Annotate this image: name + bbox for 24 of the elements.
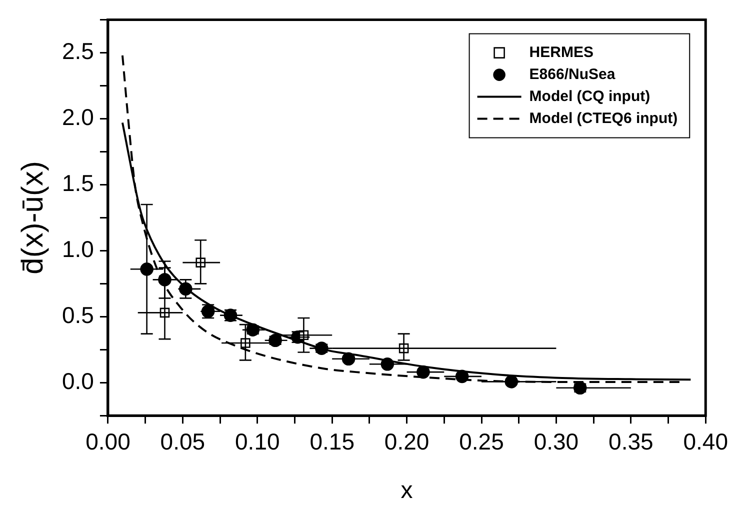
y-tick-label: 1.5 [62, 170, 94, 196]
point [455, 370, 469, 384]
y-tick-label: 1.0 [62, 236, 94, 262]
point [573, 381, 587, 395]
legend-label: Model (CTEQ6 input) [529, 110, 678, 127]
y-axis-title: d̄(x)-ū(x) [16, 161, 50, 274]
legend-label: Model (CQ input) [529, 88, 650, 105]
y-tick-label: 0.5 [62, 302, 94, 328]
x-tick-label: 0.25 [459, 428, 504, 455]
y-tick-label: 2.5 [62, 38, 94, 64]
point [416, 365, 430, 379]
x-tick-label: 0.10 [235, 428, 280, 455]
y-tick-label: 0.0 [62, 368, 94, 394]
x-tick-label: 0.30 [534, 428, 579, 455]
x-tick-label: 0.05 [160, 428, 206, 455]
legend-label: HERMES [529, 44, 594, 61]
x-axis-title: x [400, 477, 413, 504]
legend-label: E866/NuSea [529, 66, 616, 83]
x-tick-label: 0.15 [310, 428, 354, 455]
x-tick-label: 0.00 [86, 428, 130, 455]
x-tick-label: 0.20 [384, 428, 430, 455]
x-tick-label: 0.40 [683, 428, 728, 455]
y-tick-label: 2.0 [62, 104, 94, 130]
x-tick-label: 0.35 [608, 428, 654, 455]
